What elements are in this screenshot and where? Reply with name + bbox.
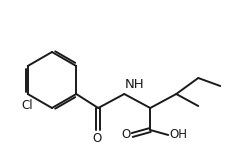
Text: OH: OH — [169, 128, 187, 142]
Text: O: O — [93, 132, 102, 145]
Text: O: O — [121, 128, 130, 140]
Text: NH: NH — [125, 78, 145, 91]
Text: Cl: Cl — [21, 99, 33, 112]
